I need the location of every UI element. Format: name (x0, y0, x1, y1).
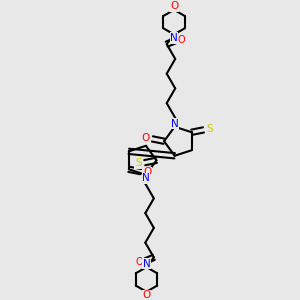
Text: S: S (207, 124, 213, 134)
Text: O: O (170, 1, 178, 11)
Text: O: O (136, 257, 144, 267)
Text: N: N (170, 33, 178, 43)
Text: O: O (142, 290, 151, 300)
Text: N: N (171, 119, 178, 129)
Text: S: S (135, 158, 142, 168)
Text: O: O (142, 133, 150, 143)
Text: N: N (142, 259, 150, 269)
Text: O: O (177, 35, 184, 45)
Text: O: O (143, 167, 151, 177)
Text: N: N (142, 173, 150, 183)
